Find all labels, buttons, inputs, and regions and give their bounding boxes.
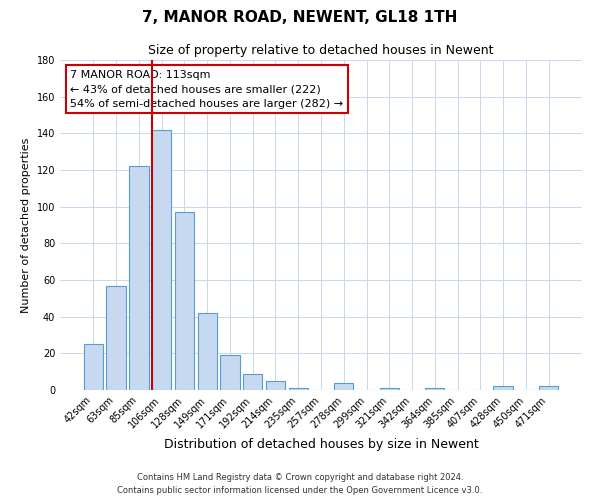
Bar — [152, 130, 172, 390]
Bar — [175, 212, 194, 390]
Bar — [266, 381, 285, 390]
Bar — [243, 374, 262, 390]
Bar — [129, 166, 149, 390]
Bar — [220, 355, 239, 390]
Bar — [380, 388, 399, 390]
Bar — [84, 344, 103, 390]
Y-axis label: Number of detached properties: Number of detached properties — [21, 138, 31, 312]
Bar — [197, 313, 217, 390]
Bar — [493, 386, 513, 390]
Bar — [334, 382, 353, 390]
Bar — [289, 388, 308, 390]
Bar — [106, 286, 126, 390]
Text: 7, MANOR ROAD, NEWENT, GL18 1TH: 7, MANOR ROAD, NEWENT, GL18 1TH — [142, 10, 458, 25]
Bar — [539, 386, 558, 390]
Text: 7 MANOR ROAD: 113sqm
← 43% of detached houses are smaller (222)
54% of semi-deta: 7 MANOR ROAD: 113sqm ← 43% of detached h… — [70, 70, 344, 108]
Text: Contains HM Land Registry data © Crown copyright and database right 2024.
Contai: Contains HM Land Registry data © Crown c… — [118, 474, 482, 495]
Bar — [425, 388, 445, 390]
Title: Size of property relative to detached houses in Newent: Size of property relative to detached ho… — [148, 44, 494, 58]
X-axis label: Distribution of detached houses by size in Newent: Distribution of detached houses by size … — [164, 438, 478, 451]
